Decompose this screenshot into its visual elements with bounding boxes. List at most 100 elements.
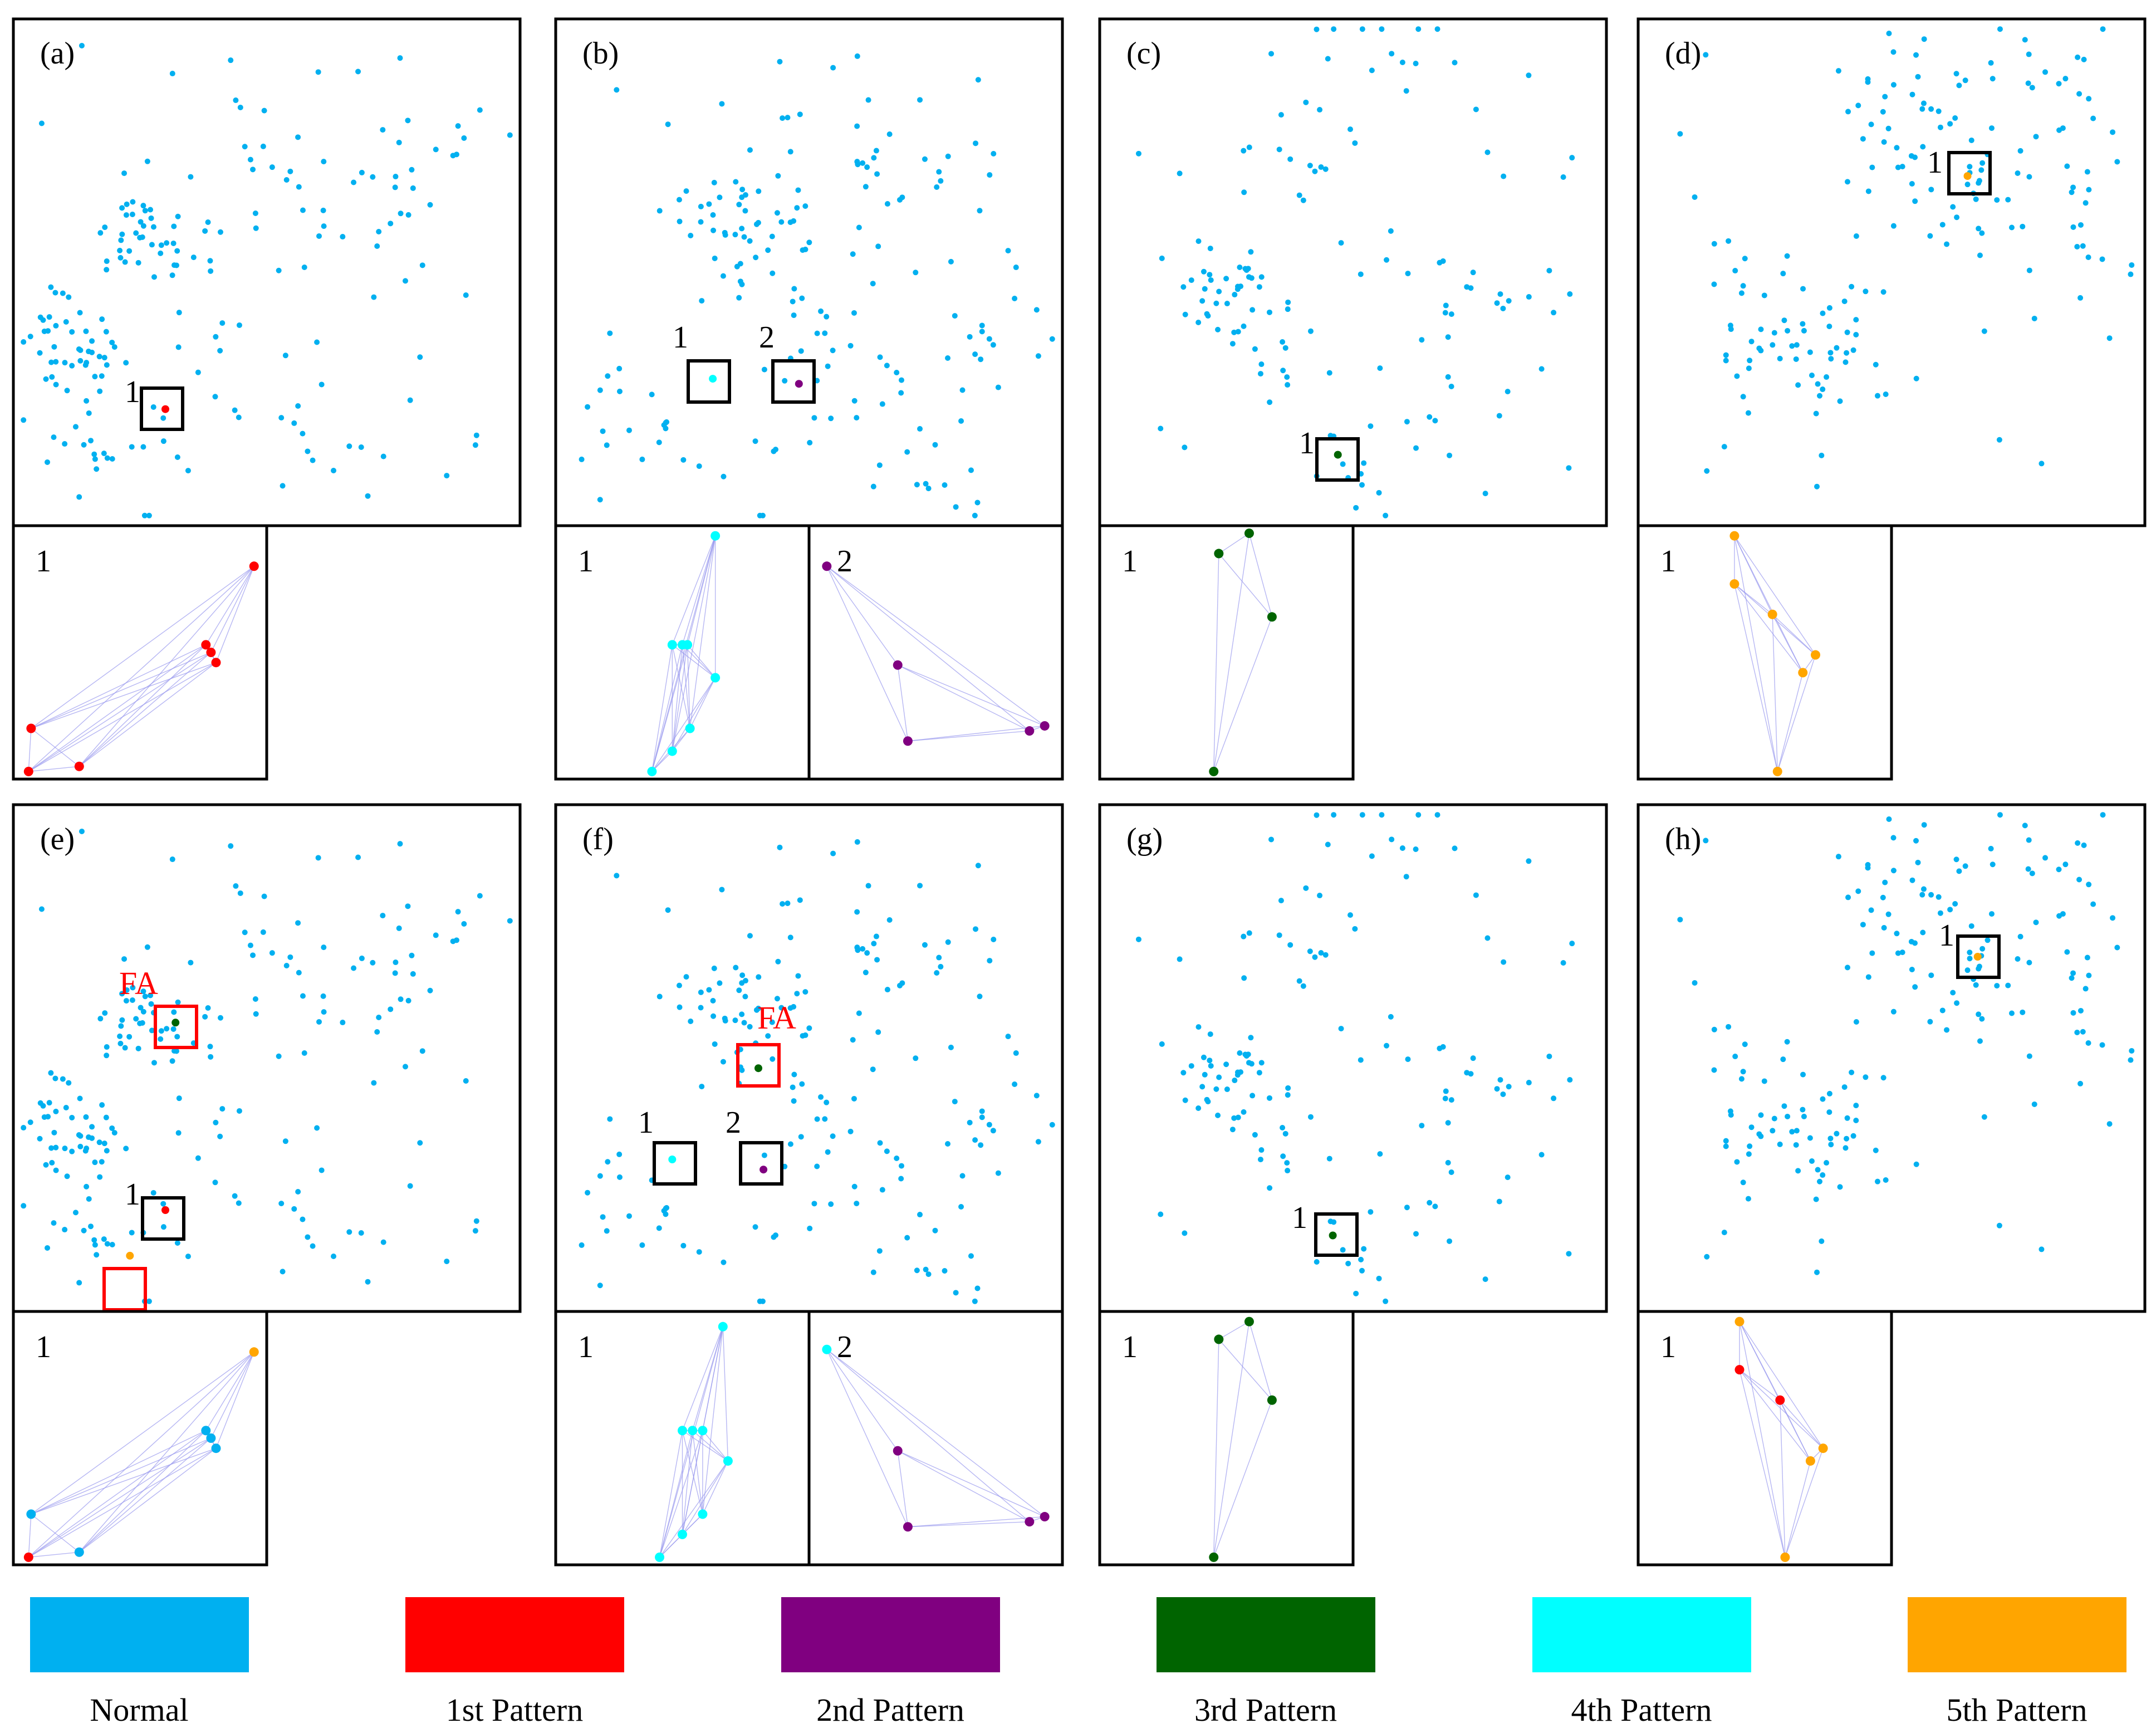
normal-point: [1252, 346, 1258, 352]
normal-point: [1947, 121, 1953, 127]
normal-point: [828, 415, 834, 422]
normal-point: [995, 1170, 1001, 1176]
zoom-point: [1780, 1552, 1790, 1562]
normal-point: [791, 1098, 797, 1104]
normal-point: [790, 298, 796, 305]
normal-point: [979, 1108, 985, 1114]
normal-point: [771, 1234, 777, 1240]
panel-d: (d)11: [1636, 17, 2147, 781]
normal-point: [1800, 321, 1806, 327]
normal-point: [1869, 164, 1875, 170]
normal-point: [280, 483, 286, 489]
normal-point: [1250, 307, 1256, 313]
normal-point: [1939, 222, 1946, 228]
normal-point: [295, 403, 301, 409]
normal-point: [972, 1137, 978, 1143]
normal-point: [747, 933, 753, 939]
normal-point: [1282, 345, 1288, 351]
normal-point: [1956, 82, 1962, 89]
normal-point: [1770, 1128, 1776, 1134]
normal-point: [1237, 264, 1243, 270]
normal-point: [455, 123, 461, 129]
zoom-edge: [1780, 1399, 1811, 1461]
zoom-point: [1734, 1365, 1745, 1375]
normal-point: [851, 1183, 857, 1189]
normal-point: [656, 993, 663, 1000]
normal-point: [1711, 1067, 1717, 1073]
normal-point: [1182, 311, 1188, 317]
normal-point: [1314, 812, 1320, 818]
normal-point: [1246, 274, 1252, 280]
normal-point: [217, 229, 223, 235]
normal-point: [208, 1054, 214, 1060]
normal-point: [473, 1218, 479, 1224]
normal-point: [739, 972, 746, 978]
normal-point: [579, 1242, 585, 1248]
normal-point: [148, 992, 154, 998]
normal-point: [780, 901, 786, 907]
normal-point: [49, 374, 55, 380]
normal-point: [473, 432, 479, 438]
normal-point: [321, 223, 327, 229]
normal-point: [1950, 204, 1956, 210]
normal-point: [92, 374, 98, 380]
normal-point: [1331, 1219, 1337, 1225]
scatter-frame: [1098, 17, 1608, 527]
normal-point: [1962, 863, 1968, 869]
normal-point: [2029, 870, 2035, 877]
normal-point: [770, 270, 776, 276]
normal-point: [1953, 71, 1959, 77]
normal-point: [1013, 265, 1019, 271]
normal-point: [427, 987, 433, 993]
zoom-edge: [1218, 533, 1250, 554]
normal-point: [2074, 1029, 2080, 1035]
normal-point: [1745, 1196, 1751, 1202]
normal-point: [742, 993, 748, 1000]
normal-point: [2076, 877, 2082, 883]
panel-h: (h)11: [1636, 803, 2147, 1567]
normal-point: [2082, 986, 2089, 992]
normal-point: [2015, 170, 2021, 177]
normal-point: [2077, 222, 2084, 228]
normal-point: [305, 448, 311, 454]
zoom-edge: [1213, 533, 1250, 772]
zoom-point: [1729, 531, 1739, 541]
normal-point: [77, 358, 84, 364]
normal-point: [88, 438, 94, 444]
normal-point: [396, 139, 402, 145]
zoom-edge: [689, 536, 716, 729]
normal-point: [419, 262, 425, 268]
normal-point: [1844, 350, 1850, 356]
normal-point: [2086, 187, 2092, 193]
normal-point: [1331, 812, 1337, 818]
zoom-edge: [651, 644, 688, 772]
normal-point: [898, 1176, 904, 1182]
normal-point: [202, 1014, 208, 1020]
detection-box: [1315, 437, 1360, 482]
normal-point: [1258, 361, 1265, 368]
normal-point: [433, 932, 439, 938]
zoom-point: [647, 766, 657, 776]
normal-point: [952, 1099, 958, 1105]
normal-point: [276, 267, 282, 273]
normal-point: [1795, 1168, 1801, 1174]
normal-point: [174, 1034, 180, 1040]
zoom-inset-1: 1: [12, 1310, 268, 1567]
normal-point: [463, 1078, 469, 1084]
normal-point: [1920, 929, 1926, 936]
normal-point: [409, 952, 415, 958]
normal-point: [1809, 1158, 1815, 1164]
panel-label: (e): [40, 822, 75, 856]
normal-point: [663, 1206, 669, 1212]
normal-point: [461, 921, 467, 927]
normal-point: [374, 1029, 380, 1035]
normal-point: [99, 316, 105, 322]
normal-point: [160, 1224, 166, 1230]
normal-point: [291, 1206, 297, 1212]
normal-point: [1747, 358, 1753, 364]
normal-point: [1213, 300, 1219, 306]
normal-point: [974, 500, 981, 506]
zoom-number: 1: [36, 1330, 51, 1364]
normal-point: [1732, 268, 1738, 274]
normal-point: [1551, 310, 1557, 316]
